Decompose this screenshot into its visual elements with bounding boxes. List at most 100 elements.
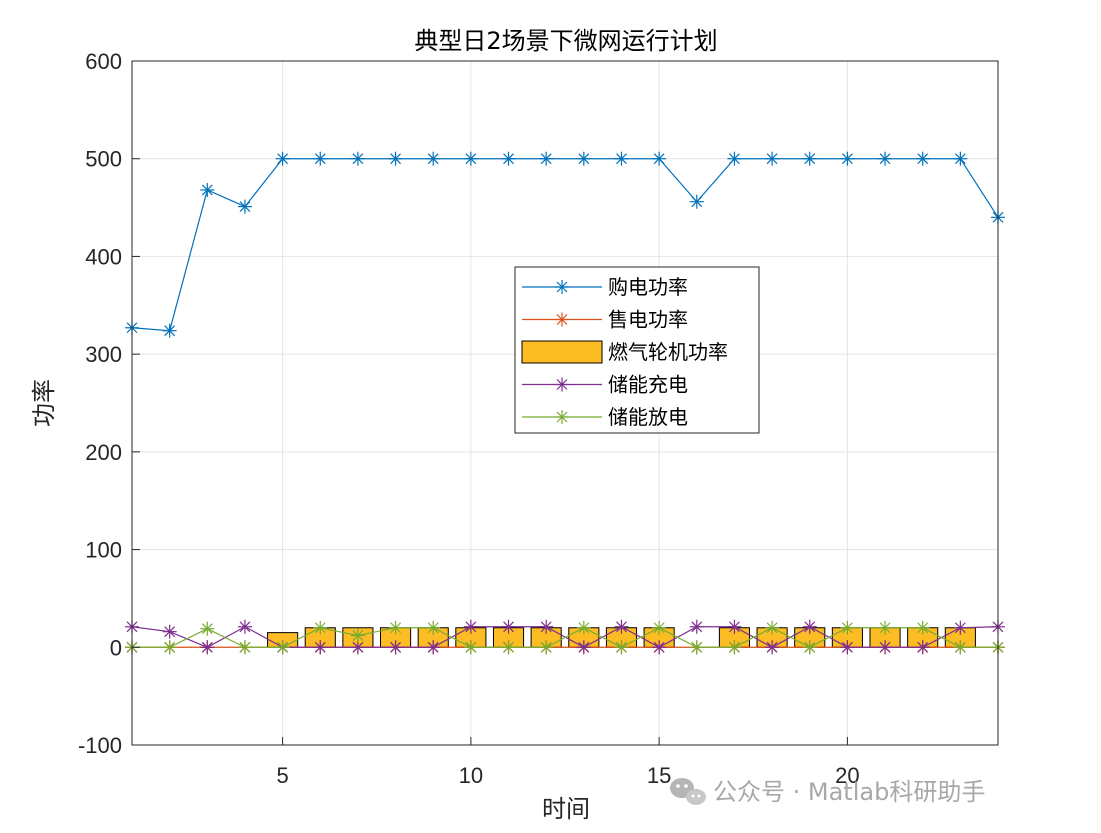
data-point (765, 151, 780, 166)
legend-label: 燃气轮机功率 (608, 340, 728, 364)
data-point (313, 151, 328, 166)
data-point (652, 620, 667, 635)
data-point (388, 640, 403, 655)
watermark-text: 公众号 · Matlab科研助手 (713, 778, 985, 806)
y-tick-label: 600 (85, 49, 122, 74)
data-point (652, 640, 667, 655)
data-point (727, 151, 742, 166)
y-tick-label: -100 (78, 733, 122, 758)
x-tick-label: 5 (276, 763, 288, 788)
data-point (614, 640, 629, 655)
legend-label: 储能充电 (608, 373, 688, 397)
legend-swatch (521, 340, 603, 364)
data-point (802, 619, 817, 634)
data-point (953, 620, 968, 635)
data-point (350, 640, 365, 655)
data-point (463, 619, 478, 634)
data-point (878, 151, 893, 166)
data-point (426, 640, 441, 655)
data-point (915, 640, 930, 655)
watermark: 公众号 · Matlab科研助手 (670, 778, 985, 806)
data-point (463, 151, 478, 166)
y-tick-label: 300 (85, 342, 122, 367)
data-point (426, 620, 441, 635)
data-point (802, 151, 817, 166)
y-axis-label: 功率 (30, 379, 58, 427)
x-tick-label: 20 (835, 763, 859, 788)
legend-label: 储能放电 (608, 405, 688, 429)
data-point (313, 640, 328, 655)
legend-item: 储能放电 (522, 405, 688, 429)
data-point (350, 628, 365, 643)
legend-marker (555, 410, 569, 424)
data-point (840, 640, 855, 655)
data-point (915, 151, 930, 166)
data-point (614, 151, 629, 166)
data-point (840, 620, 855, 635)
legend-item: 储能充电 (522, 373, 688, 397)
data-point (802, 640, 817, 655)
data-point (539, 151, 554, 166)
data-point (727, 619, 742, 634)
wechat-icon (670, 778, 706, 805)
data-point (915, 620, 930, 635)
legend-label: 购电功率 (608, 275, 688, 299)
data-point (652, 151, 667, 166)
data-point (426, 151, 441, 166)
x-tick-label: 15 (647, 763, 671, 788)
data-point (689, 619, 704, 634)
data-point (275, 640, 290, 655)
y-tick-label: 0 (110, 635, 122, 660)
legend-marker (555, 377, 569, 392)
data-point (765, 640, 780, 655)
y-tick-label: 500 (85, 147, 122, 172)
data-point (878, 640, 893, 655)
data-point (878, 620, 893, 635)
data-point (501, 640, 516, 655)
data-point (501, 619, 516, 634)
data-point (501, 151, 516, 166)
data-point (539, 619, 554, 634)
x-axis-label: 时间 (542, 795, 590, 823)
data-point (953, 640, 968, 655)
data-point (350, 151, 365, 166)
data-point (727, 640, 742, 655)
data-point (539, 640, 554, 655)
plot-frame (131, 60, 999, 746)
x-tick-label: 10 (459, 763, 483, 788)
data-point (576, 620, 591, 635)
data-point (162, 624, 177, 639)
legend-item: 购电功率 (522, 275, 688, 299)
chart-title: 典型日2场景下微网运行计划 (414, 27, 717, 55)
y-tick-label: 400 (85, 244, 122, 269)
data-point (388, 151, 403, 166)
data-point (953, 151, 968, 166)
data-point (388, 620, 403, 635)
data-point (840, 151, 855, 166)
y-tick-label: 100 (85, 538, 122, 563)
line-series (125, 151, 1005, 655)
legend-item: 燃气轮机功率 (521, 340, 728, 364)
data-point (576, 640, 591, 655)
legend-label: 售电功率 (608, 308, 688, 332)
data-point (200, 640, 215, 655)
data-point (275, 151, 290, 166)
data-point (313, 620, 328, 635)
data-point (237, 199, 252, 214)
data-point (162, 640, 177, 655)
series-line (125, 151, 1005, 338)
ticks: 5 10 15 20 -100 0 100 200 300 400 500 600 (78, 49, 860, 788)
data-point (237, 640, 252, 655)
series-line (125, 620, 1005, 655)
data-point (200, 621, 215, 636)
line-path (132, 627, 998, 648)
data-point (689, 640, 704, 655)
data-point (765, 620, 780, 635)
data-point (689, 194, 704, 209)
data-point (576, 151, 591, 166)
legend-marker (555, 280, 569, 294)
data-point (614, 619, 629, 634)
y-tick-label: 200 (85, 440, 122, 465)
